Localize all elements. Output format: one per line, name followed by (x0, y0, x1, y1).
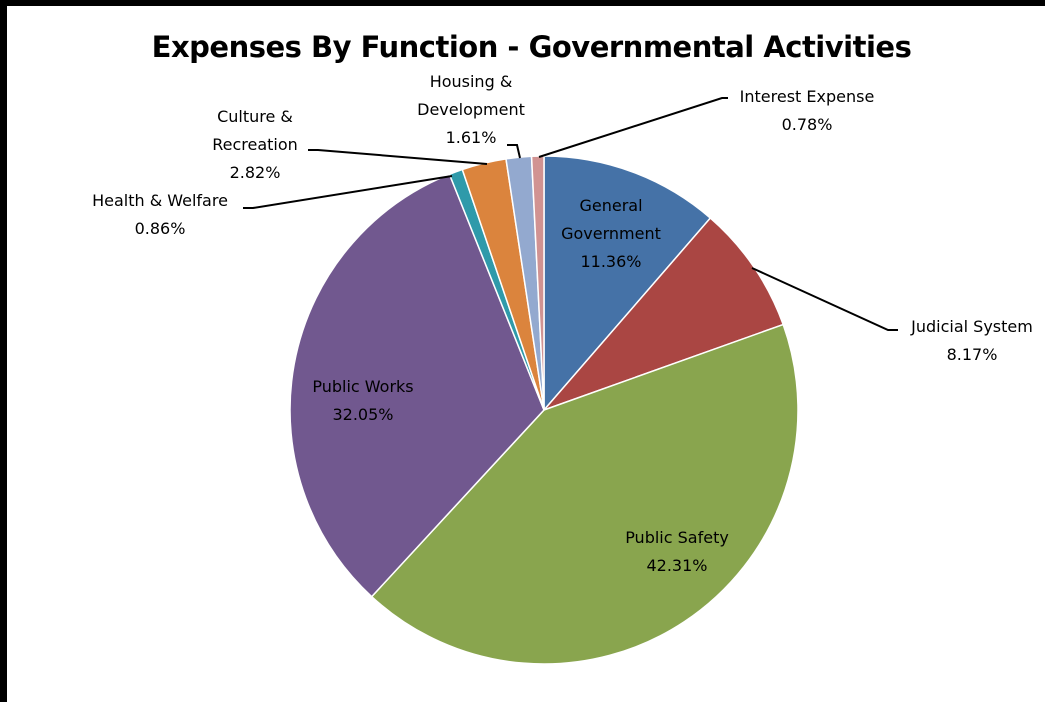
data-label-general-government: General Government 11.36% (561, 196, 661, 271)
data-label-interest-expense: Interest Expense 0.78% (740, 87, 875, 134)
leader-line-housing-development (507, 144, 521, 159)
leader-line-interest-expense (538, 97, 728, 158)
pie-slice-public-safety (370, 323, 799, 665)
data-label-public-safety: Public Safety 42.31% (625, 528, 729, 575)
leader-line-health-welfare (243, 175, 453, 209)
data-label-judicial-system: Judicial System 8.17% (910, 317, 1033, 364)
leader-line-culture-recreation (308, 149, 488, 165)
pie-slice-judicial-system (541, 216, 785, 412)
data-label-culture-recreation: Culture & Recreation 2.82% (212, 107, 298, 182)
pie-slice-public-works (289, 173, 545, 598)
leader-line-judicial-system (751, 267, 898, 331)
data-label-housing-development: Housing & Development 1.61% (417, 72, 525, 147)
data-label-health-welfare: Health & Welfare 0.86% (92, 191, 228, 238)
data-label-public-works: Public Works 32.05% (312, 377, 413, 424)
chart-title: Expenses By Function - Governmental Acti… (151, 30, 912, 64)
pie-slice-general-government (543, 155, 712, 413)
